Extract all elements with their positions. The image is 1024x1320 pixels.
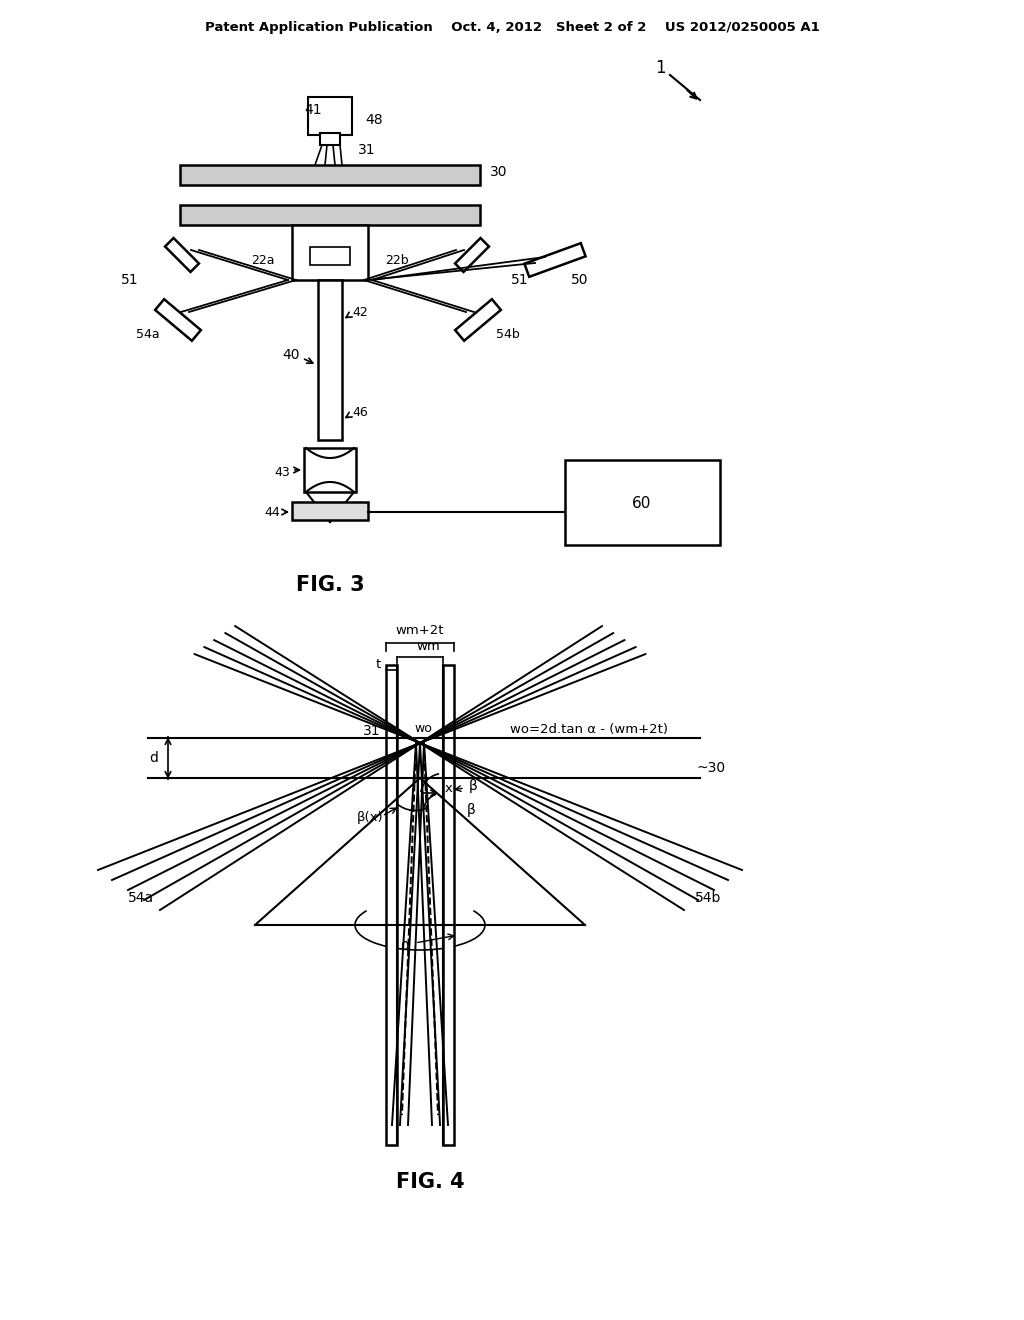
Text: 46: 46 [352,405,368,418]
Text: FIG. 3: FIG. 3 [296,576,365,595]
Text: wo=2d.tan α - (wm+2t): wo=2d.tan α - (wm+2t) [510,722,668,735]
Text: ~30: ~30 [696,762,725,775]
Bar [386,665,397,1144]
Polygon shape [455,238,489,272]
Bar [292,224,368,280]
Text: 40: 40 [283,348,300,362]
Bar [310,247,350,265]
Text: 54a: 54a [128,891,155,906]
Text: 30: 30 [490,165,508,180]
Text: α: α [400,937,410,953]
Text: 41: 41 [304,103,322,117]
Text: 1: 1 [654,59,666,77]
Text: β(x): β(x) [356,812,383,825]
Bar [318,280,342,440]
Text: t: t [376,659,381,672]
Text: wm+2t: wm+2t [395,624,444,638]
Circle shape [308,246,328,267]
Text: 31: 31 [358,143,376,157]
Text: β: β [467,803,475,817]
Text: 43: 43 [274,466,290,479]
Polygon shape [455,300,501,341]
Text: 54b: 54b [695,891,721,906]
Text: 22b: 22b [385,253,409,267]
Polygon shape [165,238,199,272]
Text: 31: 31 [364,723,381,738]
Text: 42: 42 [352,305,368,318]
Text: 51: 51 [511,273,528,286]
Text: 51: 51 [121,273,139,286]
Bar [443,665,454,1144]
Text: wo: wo [414,722,432,734]
Text: β: β [469,779,477,793]
Text: 54b: 54b [496,329,520,342]
Polygon shape [155,300,201,341]
Bar [180,205,480,224]
Polygon shape [524,243,586,277]
Text: x: x [445,783,453,796]
Text: 60: 60 [632,495,651,511]
Text: wm: wm [416,640,440,653]
Text: FIG. 4: FIG. 4 [395,1172,464,1192]
Circle shape [332,246,352,267]
Text: 54a: 54a [136,329,160,342]
Bar [304,447,356,492]
Bar [180,165,480,185]
Bar [292,502,368,520]
Text: 48: 48 [365,114,383,127]
Bar [308,96,352,135]
Bar [565,459,720,545]
Text: 22a: 22a [252,253,275,267]
Text: 50: 50 [571,273,589,286]
Text: Patent Application Publication    Oct. 4, 2012   Sheet 2 of 2    US 2012/0250005: Patent Application Publication Oct. 4, 2… [205,21,819,33]
Text: d: d [150,751,159,766]
Bar [319,133,340,145]
Text: 44: 44 [264,506,280,519]
